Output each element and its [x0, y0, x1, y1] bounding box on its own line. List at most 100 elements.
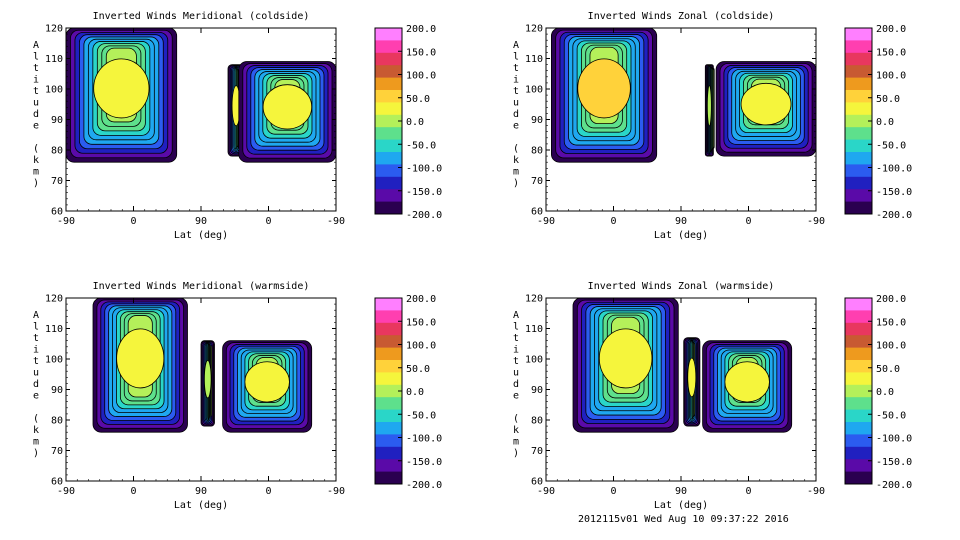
colorbar-swatch	[375, 164, 402, 178]
colorbar-swatch	[845, 102, 872, 116]
colorbar-swatch	[845, 40, 872, 54]
colorbar-tick-label: -200.0	[406, 210, 442, 221]
x-tick-label: -90	[327, 216, 345, 227]
contour-area	[66, 28, 336, 163]
colorbar-swatch	[845, 139, 872, 153]
contour-core	[244, 361, 290, 403]
y-tick-label: 120	[45, 294, 63, 305]
colorbar-swatch	[375, 347, 402, 361]
colorbar-swatch	[375, 189, 402, 203]
colorbar-tick-label: -200.0	[876, 480, 912, 491]
colorbar-tick-label: -100.0	[406, 164, 442, 175]
colorbar-swatch	[375, 459, 402, 473]
colorbar-swatch	[375, 139, 402, 153]
colorbar-swatch	[375, 409, 402, 423]
x-tick-label: -90	[807, 486, 825, 497]
colorbar-swatch	[375, 201, 402, 215]
colorbar-tick-label: 150.0	[876, 47, 906, 58]
y-tick-label: 100	[45, 85, 63, 96]
x-tick-label: 0	[745, 216, 751, 227]
colorbar-tick-label: -200.0	[876, 210, 912, 221]
y-tick-label: 80	[531, 416, 543, 427]
colorbar-swatch	[375, 397, 402, 411]
colorbar-swatch	[845, 347, 872, 361]
y-tick-label: 90	[531, 115, 543, 126]
colorbar-tick-label: 50.0	[406, 364, 430, 375]
colorbar-swatch	[845, 152, 872, 165]
contour-core	[262, 84, 313, 130]
x-tick-label: -90	[57, 486, 75, 497]
colorbar: 200.0 150.0 100.0 50.0 0.0 -50.0 -100.0 -150.0 -…	[374, 24, 442, 221]
x-axis-label: Lat (deg)	[174, 500, 228, 511]
colorbar-swatch	[845, 384, 872, 398]
x-tick-label: 0	[265, 486, 271, 497]
x-tick-label: -90	[57, 216, 75, 227]
chart-title: Inverted Winds Zonal (warmside)	[588, 281, 775, 292]
colorbar: 200.0 150.0 100.0 50.0 0.0 -50.0 -100.0 -150.0 -…	[844, 24, 912, 221]
x-axis-label: Lat (deg)	[654, 230, 708, 241]
x-tick-label: 90	[675, 216, 687, 227]
colorbar-swatch	[845, 471, 872, 485]
chart-title: Inverted Winds Meridional (warmside)	[93, 281, 310, 292]
contour-band	[712, 68, 715, 149]
y-tick-label: 90	[51, 115, 63, 126]
colorbar-tick-label: 200.0	[876, 294, 906, 305]
colorbar-swatch	[375, 372, 402, 386]
colorbar-swatch	[845, 310, 872, 324]
colorbar-tick-label: 200.0	[406, 294, 436, 305]
x-tick-label: 90	[675, 486, 687, 497]
colorbar-swatch	[845, 201, 872, 215]
chart-title: Inverted Winds Zonal (coldside)	[588, 11, 775, 22]
y-tick-label: 90	[531, 385, 543, 396]
contour-core	[577, 58, 631, 119]
y-tick-label: 80	[531, 146, 543, 157]
colorbar-tick-label: 50.0	[876, 94, 900, 105]
y-tick-label: 60	[531, 477, 543, 488]
colorbar: 200.0 150.0 100.0 50.0 0.0 -50.0 -100.0 -150.0 -…	[374, 294, 442, 491]
y-tick-label: 120	[45, 24, 63, 35]
colorbar-tick-label: -50.0	[876, 140, 906, 151]
x-tick-label: 0	[610, 216, 616, 227]
chart-panel-1: Inverted Winds Zonal (coldside) 60 70 80 90 1…	[513, 11, 825, 241]
colorbar-swatch	[375, 90, 402, 103]
colorbar-tick-label: 200.0	[876, 24, 906, 35]
colorbar-swatch	[845, 322, 872, 336]
y-tick-label: 110	[45, 324, 63, 335]
x-tick-label: 0	[610, 486, 616, 497]
colorbar-swatch	[375, 127, 402, 141]
colorbar-swatch	[375, 65, 402, 79]
colorbar-tick-label: 150.0	[406, 47, 436, 58]
x-tick-label: 0	[130, 486, 136, 497]
x-tick-label: -90	[807, 216, 825, 227]
colorbar-tick-label: -50.0	[406, 140, 436, 151]
colorbar-swatch	[375, 40, 402, 54]
colorbar-swatch	[845, 372, 872, 386]
colorbar-swatch	[845, 434, 872, 448]
colorbar: 200.0 150.0 100.0 50.0 0.0 -50.0 -100.0 -150.0 -…	[844, 294, 912, 491]
y-tick-label: 100	[525, 355, 543, 366]
y-tick-label: 110	[525, 54, 543, 65]
colorbar-tick-label: -150.0	[406, 187, 442, 198]
colorbar-tick-label: 100.0	[406, 341, 436, 352]
y-tick-label: 110	[45, 54, 63, 65]
contour-core	[598, 328, 653, 389]
y-tick-label: 120	[525, 294, 543, 305]
colorbar-swatch	[375, 446, 402, 460]
colorbar-swatch	[845, 28, 872, 41]
colorbar-swatch	[375, 176, 402, 190]
contour-area	[551, 28, 816, 163]
colorbar-swatch	[845, 298, 872, 311]
chart-panel-2: Inverted Winds Meridional (warmside) 60 70…	[33, 281, 345, 511]
colorbar-tick-label: -50.0	[876, 410, 906, 421]
colorbar-tick-label: -50.0	[406, 410, 436, 421]
contour-area	[92, 298, 313, 433]
y-tick-label: 60	[51, 477, 63, 488]
colorbar-swatch	[845, 360, 872, 373]
y-tick-label: 70	[51, 176, 63, 187]
contour-core	[740, 82, 792, 126]
colorbar-swatch	[375, 322, 402, 336]
colorbar-swatch	[845, 127, 872, 141]
y-tick-label: 80	[51, 146, 63, 157]
x-tick-label: 0	[130, 216, 136, 227]
contour-core	[203, 359, 212, 399]
